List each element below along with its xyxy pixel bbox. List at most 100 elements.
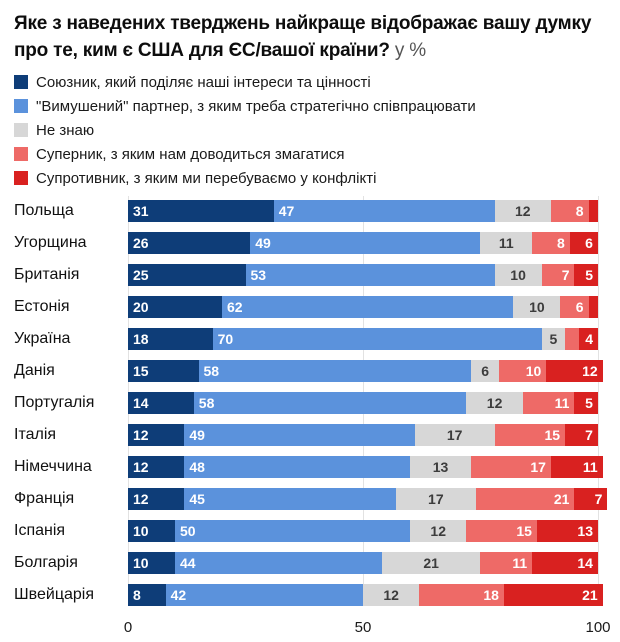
- bar-segment: 8: [532, 232, 570, 254]
- bar-value-label: 15: [516, 523, 532, 539]
- country-label: Угорщина: [14, 234, 87, 251]
- bar-value-label: 53: [250, 267, 267, 283]
- bar-segment: 6: [471, 360, 500, 382]
- bar-segment: 10: [128, 520, 175, 542]
- bar-value-label: 17: [530, 459, 546, 475]
- bar-segment: 10: [513, 296, 561, 318]
- bar-value-label: 18: [133, 331, 149, 347]
- bar-value-label: 26: [133, 235, 149, 251]
- country-label: Швейцарія: [14, 586, 94, 603]
- bar-value-label: 31: [133, 203, 149, 219]
- bar-track: 25 53 10 7 5: [128, 264, 598, 286]
- bar-value-label: 7: [585, 427, 593, 443]
- bar-track: 18 70 5 4: [128, 328, 598, 350]
- bar-segment: [565, 328, 580, 350]
- legend-swatch-icon: [14, 99, 28, 113]
- country-label: Німеччина: [14, 458, 92, 475]
- bar-segment: 45: [184, 488, 396, 510]
- bar-value-label: 10: [133, 523, 149, 539]
- bar-value-label: 7: [561, 267, 570, 283]
- bar-track: 14 58 12 11 5: [128, 392, 598, 414]
- legend: Союзник, який поділяє наші інтереси та ц…: [14, 74, 606, 187]
- chart-title-text: Яке з наведених тверджень найкраще відоб…: [14, 13, 592, 61]
- legend-item: Не знаю: [14, 122, 606, 139]
- chart-row: Іспанія 10 50 12 15 13: [14, 520, 606, 542]
- chart-row: Швейцарія 8 42 12 18 21: [14, 584, 606, 606]
- chart-row: Італія 12 49 17 15 7: [14, 424, 606, 446]
- bar-value-label: 11: [512, 555, 528, 571]
- bar-value-label: 42: [170, 587, 187, 603]
- bar-value-label: 18: [483, 587, 499, 603]
- bar-track: 10 44 21 11 14: [128, 552, 598, 574]
- bar-segment: 8: [128, 584, 166, 606]
- country-label: Болгарія: [14, 554, 78, 571]
- bar-value-label: 7: [594, 491, 603, 507]
- bar-segment: 12: [128, 456, 185, 478]
- chart-row: Данія 15 58 6 10 12: [14, 360, 606, 382]
- bar-value-label: 6: [585, 235, 593, 251]
- bar-track: 20 62 10 6: [128, 296, 598, 318]
- bar-segment: 8: [550, 200, 589, 222]
- legend-item: "Вимушений" партнер, з яким треба страте…: [14, 98, 606, 115]
- bar-value-label: 10: [525, 363, 542, 379]
- bar-segment: 13: [536, 520, 598, 542]
- bar-value-label: 14: [133, 395, 149, 411]
- legend-swatch-icon: [14, 171, 28, 185]
- bar-value-label: 25: [133, 267, 149, 283]
- bar-segment: 5: [574, 264, 598, 286]
- bar-value-label: 6: [481, 363, 490, 379]
- country-label: Франція: [14, 490, 75, 507]
- legend-swatch-icon: [14, 75, 28, 89]
- country-label: Польща: [14, 202, 74, 219]
- chart-row: Україна 18 70 5 4: [14, 328, 606, 350]
- bar-value-label: 20: [133, 299, 149, 315]
- bar-segment: 17: [471, 456, 551, 478]
- bar-value-label: 5: [585, 267, 593, 283]
- bar-segment: 7: [565, 424, 598, 446]
- bar-track: 31 47 12 8: [128, 200, 598, 222]
- bar-segment: 42: [165, 584, 363, 606]
- bar-segment: 26: [128, 232, 251, 254]
- bar-segment: 18: [128, 328, 213, 350]
- bar-segment: 58: [193, 392, 467, 414]
- bar-segment: 5: [574, 392, 598, 414]
- bar-segment: 4: [579, 328, 598, 350]
- bar-value-label: 70: [217, 331, 234, 347]
- bar-value-label: 15: [544, 427, 561, 443]
- country-label: Естонія: [14, 298, 70, 315]
- bar-value-label: 4: [585, 331, 593, 347]
- x-axis: 0 50 100: [14, 616, 611, 640]
- bar-segment: 48: [184, 456, 410, 478]
- bar-segment: 44: [175, 552, 382, 574]
- bar-segment: 70: [212, 328, 542, 350]
- legend-swatch-icon: [14, 123, 28, 137]
- bar-segment: 12: [466, 392, 523, 414]
- bar-segment: 20: [128, 296, 222, 318]
- bar-value-label: 14: [577, 555, 593, 571]
- bar-value-label: 21: [423, 555, 439, 571]
- bar-segment: 5: [541, 328, 566, 350]
- bar-track: 12 49 17 15 7: [128, 424, 598, 446]
- bar-segment: 6: [560, 296, 589, 318]
- chart-title: Яке з наведених тверджень найкраще відоб…: [14, 10, 596, 64]
- bar-value-label: 12: [133, 427, 149, 443]
- country-label: Україна: [14, 330, 71, 347]
- bar-segment: 17: [414, 424, 495, 446]
- bar-segment: 21: [503, 584, 603, 606]
- bar-segment: 10: [499, 360, 547, 382]
- bar-segment: 49: [184, 424, 415, 446]
- bar-value-label: 17: [428, 491, 444, 507]
- chart-title-suffix: у %: [394, 40, 426, 61]
- country-label: Італія: [14, 426, 57, 443]
- bar-value-label: 17: [446, 427, 463, 443]
- bar-value-label: 49: [255, 235, 271, 251]
- gridline: [598, 196, 599, 606]
- bar-segment: 14: [128, 392, 194, 414]
- bar-segment: 15: [466, 520, 537, 542]
- bar-track: 26 49 11 8 6: [128, 232, 598, 254]
- chart-row: Німеччина 12 48 13 17 11: [14, 456, 606, 478]
- bar-segment: 21: [475, 488, 575, 510]
- stacked-bar-chart: Польща 31 47 12 8 Угорщина 26 49 11 8 6 Британія 25 5…: [14, 196, 608, 606]
- legend-item: Супротивник, з яким ми перебуваємо у кон…: [14, 170, 606, 187]
